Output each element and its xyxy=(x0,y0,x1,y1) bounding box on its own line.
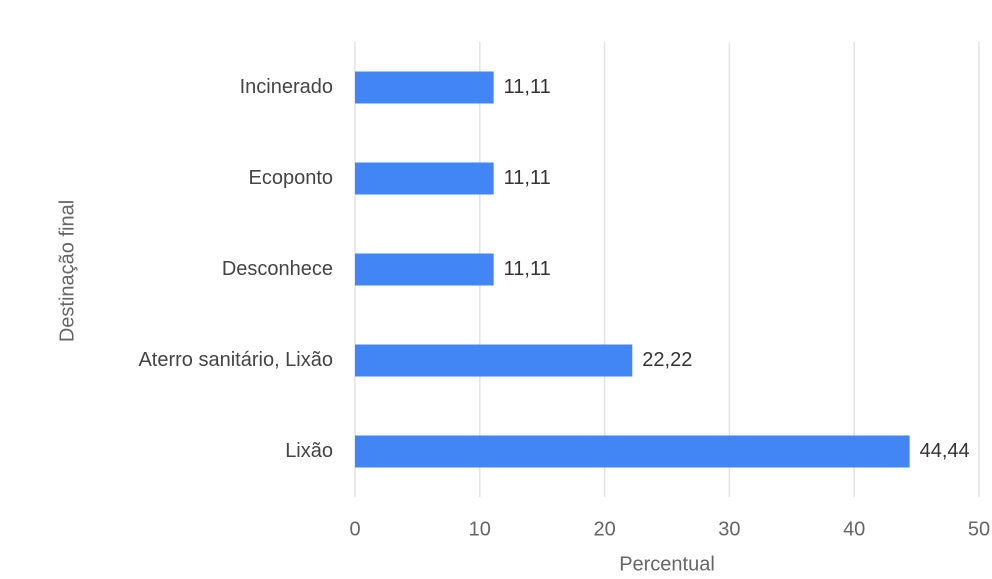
x-tick-label: 50 xyxy=(968,518,990,540)
x-tick-label: 0 xyxy=(349,518,360,540)
x-tick-label: 20 xyxy=(593,518,615,540)
y-axis-label: Destinação final xyxy=(56,200,78,342)
bar xyxy=(355,162,494,195)
y-tick-label: Lixão xyxy=(285,440,333,462)
y-tick-label: Ecoponto xyxy=(248,167,333,189)
x-tick-label: 30 xyxy=(718,518,740,540)
bar xyxy=(355,435,910,468)
bar xyxy=(355,253,494,286)
data-label: 11,11 xyxy=(504,167,551,189)
x-tick-label: 10 xyxy=(469,518,491,540)
data-label: 22,22 xyxy=(642,349,692,371)
data-label: 11,11 xyxy=(504,76,551,98)
bar xyxy=(355,344,633,377)
data-label: 11,11 xyxy=(504,258,551,280)
data-label: 44,44 xyxy=(920,440,970,462)
y-tick-label: Aterro sanitário, Lixão xyxy=(138,349,333,371)
x-axis-label: Percentual xyxy=(619,553,715,575)
y-tick-label: Incinerado xyxy=(240,76,333,98)
y-tick-label: Desconhece xyxy=(222,258,333,280)
bar xyxy=(355,71,494,104)
x-tick-label: 40 xyxy=(843,518,865,540)
